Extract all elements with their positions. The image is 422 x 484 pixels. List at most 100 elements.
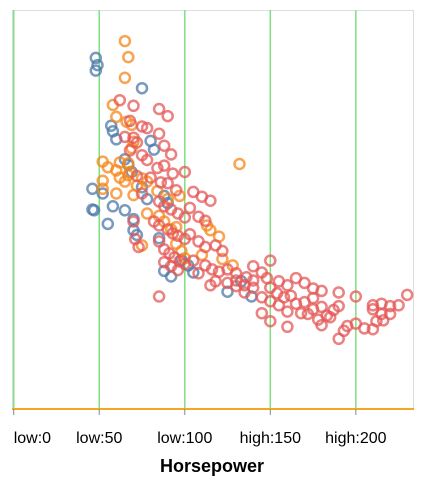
- data-point: [144, 171, 157, 184]
- data-point: [157, 159, 171, 172]
- x-tick-label: low:50: [76, 430, 122, 447]
- data-point: [151, 161, 164, 175]
- data-point: [306, 291, 320, 305]
- data-point: [183, 227, 197, 241]
- data-point: [96, 187, 109, 200]
- data-point: [147, 143, 161, 156]
- data-point: [358, 322, 371, 335]
- data-point: [294, 306, 308, 320]
- data-point: [123, 114, 137, 128]
- data-point: [127, 99, 140, 113]
- data-point: [376, 314, 390, 327]
- x-axis-title: Horsepower: [160, 456, 264, 476]
- data-point: [127, 188, 140, 202]
- data-point: [91, 58, 104, 72]
- data-point: [332, 332, 345, 346]
- data-point: [264, 314, 277, 328]
- data-point: [140, 207, 154, 220]
- data-point: [154, 176, 168, 189]
- data-point: [132, 240, 145, 254]
- data-point: [301, 307, 315, 321]
- data-point: [89, 64, 103, 77]
- x-tick-label: high:200: [325, 430, 386, 447]
- x-tick-label: low:0: [14, 430, 51, 447]
- data-point: [264, 254, 277, 267]
- data-point: [166, 167, 180, 180]
- data-point: [178, 165, 192, 179]
- data-point: [106, 200, 120, 213]
- data-point: [164, 148, 178, 161]
- data-point: [349, 290, 363, 303]
- data-point: [118, 71, 132, 85]
- data-point: [161, 109, 174, 123]
- data-point: [140, 153, 154, 167]
- data-point: [187, 254, 200, 267]
- data-points: [86, 34, 414, 346]
- data-point: [110, 110, 123, 124]
- data-point: [183, 201, 197, 215]
- data-point: [135, 187, 149, 200]
- data-point: [281, 320, 294, 334]
- data-point: [157, 139, 171, 152]
- x-tick-label: low:100: [157, 430, 212, 447]
- data-point: [370, 314, 383, 328]
- data-point: [187, 266, 200, 279]
- data-point: [246, 259, 260, 273]
- data-point: [229, 267, 243, 280]
- data-point: [157, 200, 171, 213]
- data-point: [238, 279, 251, 292]
- data-point: [135, 81, 149, 95]
- data-point: [96, 174, 109, 188]
- data-point: [96, 182, 109, 196]
- data-point: [171, 229, 185, 243]
- data-point: [87, 204, 101, 217]
- data-point: [221, 276, 234, 290]
- data-point: [281, 305, 294, 318]
- data-point: [272, 299, 286, 312]
- data-point: [101, 217, 115, 231]
- data-point: [366, 303, 380, 316]
- data-point: [130, 169, 144, 183]
- x-tick-label: high:150: [240, 430, 301, 447]
- data-point: [383, 299, 397, 313]
- data-point: [400, 288, 414, 302]
- data-point: [383, 307, 397, 321]
- data-point: [205, 263, 219, 276]
- data-point: [127, 215, 140, 228]
- data-point: [315, 284, 328, 298]
- data-point: [152, 290, 166, 303]
- data-point: [161, 176, 174, 190]
- data-point: [110, 187, 123, 200]
- data-point: [209, 275, 222, 288]
- data-point: [199, 214, 212, 227]
- data-point: [298, 276, 311, 290]
- data-point: [178, 211, 192, 224]
- data-point: [311, 313, 325, 326]
- data-point: [113, 93, 127, 107]
- data-point: [332, 286, 345, 299]
- data-point: [216, 252, 229, 266]
- data-point: [89, 51, 103, 65]
- data-point: [123, 144, 137, 157]
- data-point: [216, 244, 229, 258]
- data-point: [152, 102, 166, 116]
- data-point: [233, 157, 246, 171]
- plot-frame: [12, 10, 414, 409]
- data-point: [392, 299, 405, 312]
- data-point: [118, 130, 132, 144]
- data-point: [204, 223, 217, 237]
- data-point: [327, 303, 340, 317]
- data-point: [255, 306, 269, 320]
- data-point: [104, 119, 118, 132]
- data-point: [204, 194, 217, 207]
- data-point: [118, 175, 132, 188]
- data-point: [118, 204, 132, 217]
- data-point: [122, 50, 135, 64]
- data-point: [152, 127, 166, 140]
- data-point: [169, 184, 183, 197]
- data-point: [130, 136, 144, 149]
- data-point: [289, 297, 303, 310]
- data-point: [118, 34, 132, 48]
